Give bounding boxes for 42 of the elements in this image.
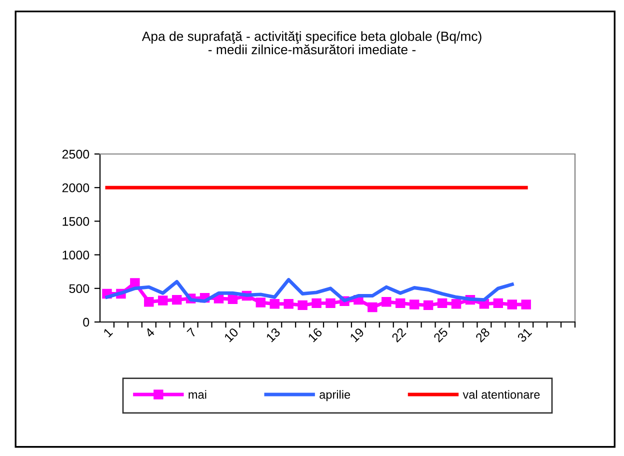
y-tick-label: 1500 xyxy=(62,217,90,226)
point xyxy=(396,298,406,308)
point xyxy=(507,300,517,310)
chart-title: Apa de suprafaţă - activităţi specifice beta globale (Bq/mc) - medii zilnice-măsurători imediate - xyxy=(142,31,482,54)
point xyxy=(409,300,420,310)
legend-label: mai xyxy=(188,390,206,399)
point xyxy=(423,300,434,310)
x-tick-label: 31 xyxy=(516,327,532,343)
point xyxy=(158,296,168,306)
legend-label: val atentionare xyxy=(462,390,540,399)
point xyxy=(493,298,504,308)
x-tick-label: 16 xyxy=(308,327,323,342)
y-tick-label: 0 xyxy=(83,318,90,327)
x-tick-label: 10 xyxy=(224,327,239,342)
x-tick-label: 28 xyxy=(475,327,490,343)
point xyxy=(437,298,448,308)
y-tick-label: 2500 xyxy=(62,150,90,159)
legend-label: aprilie xyxy=(320,390,350,402)
point xyxy=(228,294,238,304)
x-tick-label: 25 xyxy=(433,327,448,343)
y-tick-label: 1000 xyxy=(62,250,90,260)
point xyxy=(382,296,392,307)
y-tick-label: 500 xyxy=(69,284,90,294)
x-tick-label: 1 xyxy=(103,327,113,338)
point xyxy=(451,298,462,309)
point xyxy=(130,278,140,288)
x-tick-label: 7 xyxy=(186,327,197,338)
point xyxy=(284,298,294,309)
point xyxy=(144,296,154,307)
x-tick-label: 13 xyxy=(266,327,281,342)
x-tick-label: 19 xyxy=(350,327,365,342)
x-tick-label: 4 xyxy=(144,327,156,338)
x-tick-label: 22 xyxy=(391,327,406,343)
point xyxy=(256,298,266,308)
point xyxy=(368,302,378,312)
y-tick-label: 2000 xyxy=(62,183,90,192)
point xyxy=(270,298,280,309)
point xyxy=(172,294,182,305)
point xyxy=(312,298,322,308)
point xyxy=(521,300,531,310)
point xyxy=(326,298,336,308)
point xyxy=(298,300,308,310)
